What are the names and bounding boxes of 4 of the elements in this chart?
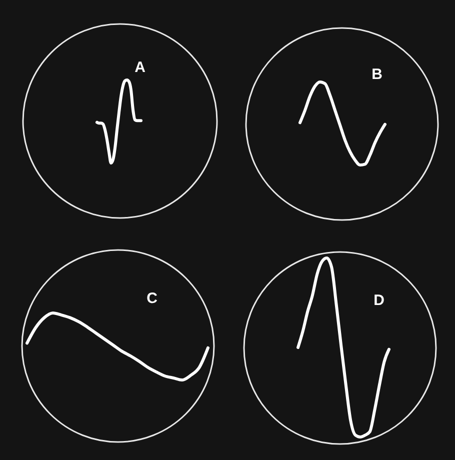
chart-title: C bbox=[146, 290, 158, 307]
text: D bbox=[374, 292, 385, 309]
chart-title: B bbox=[372, 66, 383, 83]
chart-title: A bbox=[134, 59, 146, 76]
